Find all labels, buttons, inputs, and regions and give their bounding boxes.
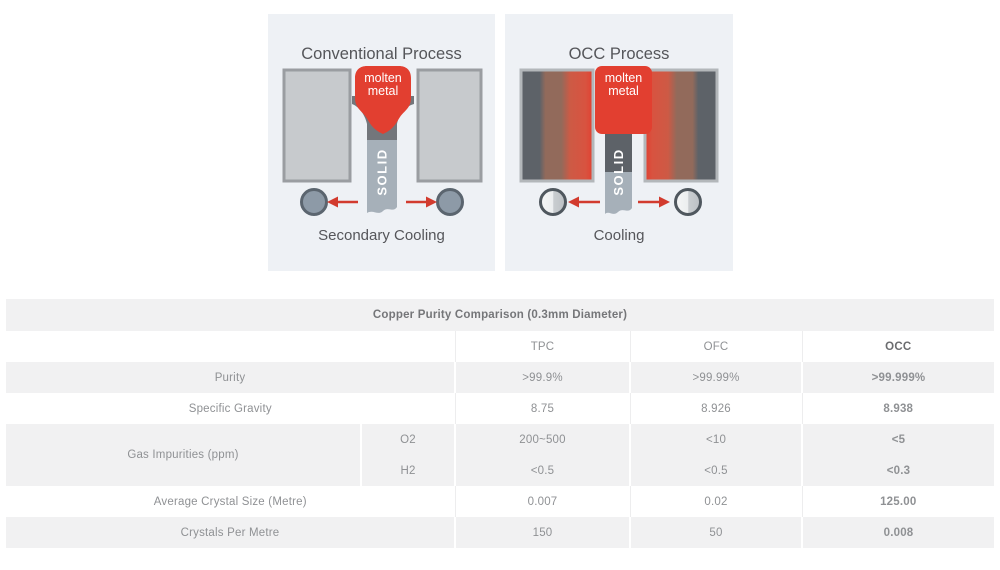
copper-purity-table: Copper Purity Comparison (0.3mm Diameter… [6, 299, 995, 548]
left-arrow-head-icon [568, 196, 579, 208]
secondary-cooling-caption: Secondary Cooling [318, 227, 445, 244]
sg-ofc: 8.926 [630, 393, 803, 424]
cpm-tpc: 150 [455, 517, 631, 548]
right-mold-block [416, 68, 483, 183]
right-roller-icon [674, 188, 702, 216]
cpm-occ: 0.008 [802, 517, 995, 548]
occ-title: OCC Process [569, 45, 670, 63]
col-header-ofc: OFC [630, 331, 803, 362]
left-arrow-head-icon [327, 196, 338, 208]
molten-metal-label-line1: molten [605, 71, 643, 85]
purity-ofc: >99.99% [630, 362, 803, 393]
purity-row: Purity >99.9% >99.99% >99.999% [6, 362, 995, 393]
table-title-row: Copper Purity Comparison (0.3mm Diameter… [6, 299, 995, 331]
left-heated-mold-block [519, 68, 595, 183]
gas-impurities-h2-row: H2 <0.5 <0.5 <0.3 [6, 455, 995, 486]
right-roller-icon [436, 188, 464, 216]
table-title: Copper Purity Comparison (0.3mm Diameter… [6, 299, 995, 331]
sg-tpc: 8.75 [455, 393, 631, 424]
molten-metal-label-line2: metal [368, 84, 399, 98]
molten-metal-label-line1: molten [364, 71, 402, 85]
crystals-per-metre-row: Crystals Per Metre 150 50 0.008 [6, 517, 995, 548]
gas-h2-tpc: <0.5 [455, 455, 631, 486]
cpm-ofc: 50 [630, 517, 803, 548]
acs-occ: 125.00 [802, 486, 995, 517]
solid-strip-hot-section [605, 134, 632, 172]
col-header-tpc: TPC [455, 331, 631, 362]
conventional-title: Conventional Process [301, 45, 462, 63]
gas-h2-ofc: <0.5 [630, 455, 803, 486]
avg-crystal-size-row: Average Crystal Size (Metre) 0.007 0.02 … [6, 486, 995, 517]
right-arrow-head-icon [426, 196, 437, 208]
row-label: Purity [6, 362, 456, 393]
purity-tpc: >99.9% [455, 362, 631, 393]
specific-gravity-row: Specific Gravity 8.75 8.926 8.938 [6, 393, 995, 424]
left-roller-icon [300, 188, 328, 216]
purity-occ: >99.999% [802, 362, 995, 393]
gas-o2-tpc: 200~500 [455, 424, 631, 455]
molten-metal-label-line2: metal [608, 84, 639, 98]
gas-o2-occ: <5 [802, 424, 995, 455]
occ-process-panel: OCC Process molten metal SOLID Cooling [505, 14, 733, 271]
row-label: Specific Gravity [6, 393, 456, 424]
col-header-occ: OCC [802, 331, 995, 362]
gas-h2-label: H2 [361, 455, 456, 486]
cooling-caption: Cooling [594, 227, 645, 244]
left-mold-block [282, 68, 352, 183]
occ-process-diagram: OCC Process molten metal SOLID Cooling [519, 45, 719, 244]
sg-occ: 8.938 [802, 393, 995, 424]
molten-metal-shape [595, 66, 652, 134]
left-roller-icon [539, 188, 567, 216]
corner-cell [6, 331, 456, 362]
solid-label: SOLID [375, 148, 390, 195]
gas-o2-ofc: <10 [630, 424, 803, 455]
molten-metal-shape [355, 66, 411, 134]
row-label: Average Crystal Size (Metre) [6, 486, 456, 517]
acs-tpc: 0.007 [455, 486, 631, 517]
right-arrow-head-icon [659, 196, 670, 208]
row-label: Crystals Per Metre [6, 517, 456, 548]
table-header-row: TPC OFC OCC [6, 331, 995, 362]
solid-label: SOLID [611, 148, 626, 195]
row-label: Gas Impurities (ppm) [6, 424, 362, 486]
conventional-process-panel: Conventional Process molten metal SOLID … [268, 14, 495, 271]
gas-impurities-o2-row: Gas Impurities (ppm) O2 200~500 <10 <5 [6, 424, 995, 486]
gas-h2-occ: <0.3 [802, 455, 995, 486]
right-heated-mold-block [643, 68, 719, 183]
gas-o2-label: O2 [361, 424, 456, 455]
acs-ofc: 0.02 [630, 486, 803, 517]
conventional-process-diagram: Conventional Process molten metal SOLID … [282, 45, 483, 244]
